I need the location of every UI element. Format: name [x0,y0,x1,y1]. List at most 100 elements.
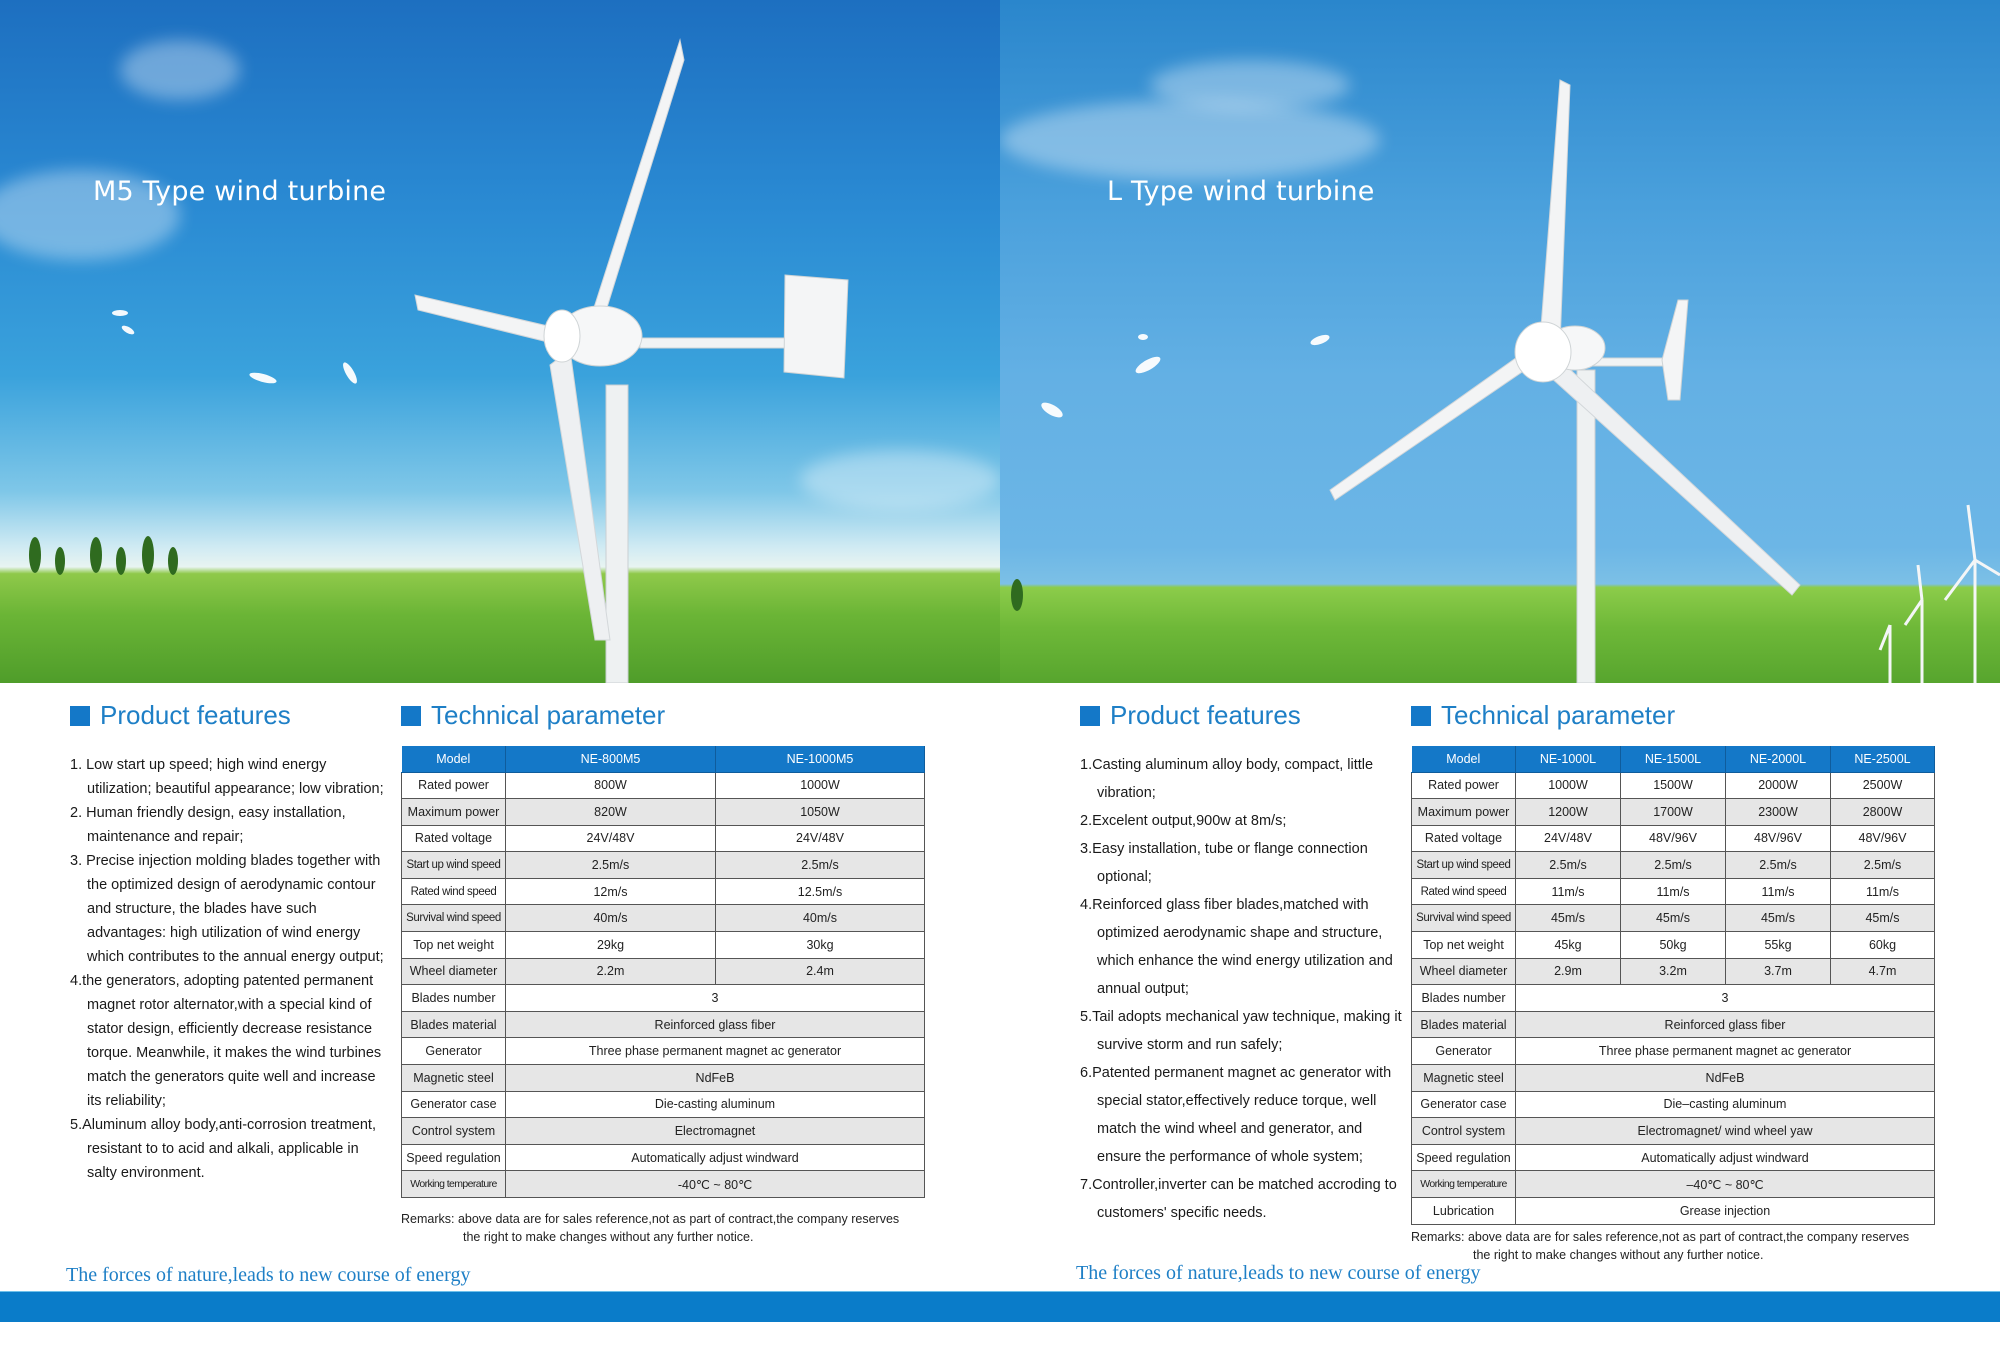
table-row: Rated voltage 24V/48V 48V/96V 48V/96V 48V/96… [1411,824,1935,853]
cell: 45m/s [1515,904,1621,933]
row-label: Speed regulation [1411,1143,1516,1172]
m5-turbine-illustration [29,38,849,683]
merged-cell: 3 [1515,984,1935,1012]
sky-grass-background [1000,0,2000,683]
table-header-cell: Model [401,746,506,773]
table-row: Speed regulation Automatically adjust win… [1411,1143,1935,1172]
table-row: Survival wind speed 40m/s 40m/s [401,904,925,933]
row-label: Start up wind speed [401,851,506,879]
table-row: Top net weight 45kg 50kg 55kg 60kg [1411,931,1935,959]
table-row: Generator Three phase permanent magnet ac… [1411,1037,1935,1066]
table-header-row: Model NE-800M5 NE-1000M5 [401,746,925,773]
cell: 11m/s [1725,877,1831,906]
row-label: Rated wind speed [1411,877,1516,906]
left-params-heading: Technical parameter [401,700,665,731]
cell: 2.2m [505,957,716,986]
cell: 24V/48V [715,824,925,853]
row-label: Blades material [401,1010,506,1039]
row-label: Wheel diameter [1411,957,1516,986]
table-row: Generator Three phase permanent magnet ac… [401,1037,925,1066]
merged-cell: Electromagnet [505,1117,925,1145]
table-row: Generator case Die-casting aluminum [401,1090,925,1119]
cell: 24V/48V [505,824,716,853]
right-slogan: The forces of nature,leads to new course… [1076,1262,1481,1284]
table-row: Working temperature -40℃ ~ 80℃ [401,1170,925,1198]
cell: 12m/s [505,877,716,906]
cell: 2.5m/s [715,851,925,879]
right-params-heading: Technical parameter [1411,700,1675,731]
table-row: Rated power 800W 1000W [401,771,925,800]
table-row: Working temperature –40℃ ~ 80℃ [1411,1170,1935,1198]
cell: 50kg [1620,931,1726,959]
m5-hero-image: M5 Type wind turbine [0,0,1000,683]
table-row: Control system Electromagnet [401,1117,925,1145]
cloud [1000,100,1380,180]
row-label: Survival wind speed [401,904,506,933]
row-label: Maximum power [401,798,506,826]
merged-cell: Grease injection [1515,1197,1935,1225]
cell: 55kg [1725,931,1831,959]
cell: 29kg [505,931,716,959]
cell: 60kg [1830,931,1935,959]
table-header-row: Model NE-1000L NE-1500L NE-2000L NE-2500… [1411,746,1935,773]
remarks-line-1: Remarks: above data are for sales refere… [1411,1230,1910,1244]
row-label: Blades number [1411,984,1516,1012]
feature-item: 5.Tail adopts mechanical yaw technique, … [1080,1009,1402,1053]
cell: 3.2m [1620,957,1726,986]
cell: 11m/s [1620,877,1726,906]
row-label: Rated voltage [401,824,506,853]
row-label: Rated wind speed [401,877,506,906]
row-label: Blades material [1411,1010,1516,1039]
cell: 1000W [715,771,925,800]
table-header-cell: NE-1000L [1515,746,1621,773]
feature-item: 3. Precise injection molding blades toge… [70,853,384,965]
l-parameter-table: Model NE-1000L NE-1500L NE-2000L NE-2500… [1411,746,1935,1225]
cell: 45kg [1515,931,1621,959]
row-label: Survival wind speed [1411,904,1516,933]
right-params-heading-text: Technical parameter [1441,700,1676,730]
merged-cell: Automatically adjust windward [505,1143,925,1172]
cell: 2500W [1830,771,1935,800]
cell: 2.5m/s [1725,851,1831,879]
cell: 2000W [1725,771,1831,800]
cell: 3.7m [1725,957,1831,986]
l-hero-image: L Type wind turbine [1000,0,2000,683]
blue-square-bullet-icon [70,705,90,726]
feature-item: 1. Low start up speed; high wind energy … [70,757,384,797]
cell: 2.4m [715,957,925,986]
row-label: Generator case [1411,1090,1516,1119]
table-header-cell: NE-800M5 [505,746,716,773]
table-row: Blades material Reinforced glass fiber [1411,1010,1935,1039]
table-row: Start up wind speed 2.5m/s 2.5m/s [401,851,925,879]
right-features-heading: Product features [1080,700,1301,731]
table-row: Top net weight 29kg 30kg [401,931,925,959]
row-label: Top net weight [401,931,506,959]
table-header-cell: NE-1000M5 [715,746,925,773]
left-features-list: 1. Low start up speed; high wind energy … [70,753,390,1185]
table-row: Rated wind speed 12m/s 12.5m/s [401,877,925,906]
cell: 2.9m [1515,957,1621,986]
merged-cell: -40℃ ~ 80℃ [505,1170,925,1198]
feature-item: 2. Human friendly design, easy installat… [70,805,346,845]
row-label: Wheel diameter [401,957,506,986]
table-row: Control system Electromagnet/ wind wheel … [1411,1117,1935,1145]
merged-cell: Die–casting aluminum [1515,1090,1935,1119]
feature-item: 7.Controller,inverter can be matched acc… [1080,1177,1397,1221]
cell: 11m/s [1830,877,1935,906]
cell: 2.5m/s [505,851,716,879]
merged-cell: Electromagnet/ wind wheel yaw [1515,1117,1935,1145]
m5-remarks: Remarks: above data are for sales refere… [401,1210,899,1246]
merged-cell: Three phase permanent magnet ac generato… [505,1037,925,1066]
table-row: Rated wind speed 11m/s 11m/s 11m/s 11m/s [1411,877,1935,906]
cell: 40m/s [715,904,925,933]
cloud [0,170,180,260]
m5-hero-title: M5 Type wind turbine [93,176,387,207]
cloud [120,40,240,100]
m5-parameter-table: Model NE-800M5 NE-1000M5 Rated power 800W… [401,746,925,1198]
row-label: Blades number [401,984,506,1012]
table-row: Blades number 3 [401,984,925,1012]
cell: 2800W [1830,798,1935,826]
feature-item: 3.Easy installation, tube or flange conn… [1080,841,1368,885]
row-label: Rated power [401,771,506,800]
cloud [1150,60,1350,110]
